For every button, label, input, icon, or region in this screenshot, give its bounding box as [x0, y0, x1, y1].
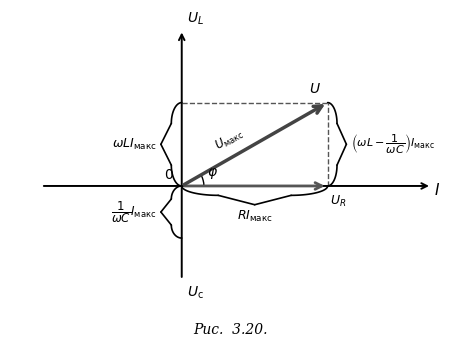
- Text: $U_{\rm макс}$: $U_{\rm макс}$: [213, 126, 247, 154]
- Text: $RI_{\rm макс}$: $RI_{\rm макс}$: [237, 209, 272, 224]
- Text: $I$: $I$: [434, 182, 441, 198]
- Text: $\varphi$: $\varphi$: [207, 166, 218, 181]
- Text: $U_L$: $U_L$: [187, 11, 204, 27]
- Text: $0$: $0$: [164, 168, 174, 182]
- Text: $\left(\omega L-\dfrac{1}{\omega C}\right) I_{\rm макс}$: $\left(\omega L-\dfrac{1}{\omega C}\righ…: [350, 133, 434, 156]
- Text: $U_{\rm c}$: $U_{\rm c}$: [187, 285, 204, 301]
- Text: $\omega L I_{\rm макс}$: $\omega L I_{\rm макс}$: [112, 137, 157, 152]
- Text: $U_R$: $U_R$: [330, 194, 347, 209]
- Text: $U$: $U$: [309, 82, 321, 96]
- Text: $\dfrac{1}{\omega C} I_{\rm макс}$: $\dfrac{1}{\omega C} I_{\rm макс}$: [112, 199, 157, 225]
- Text: Рис.  3.20.: Рис. 3.20.: [193, 323, 268, 337]
